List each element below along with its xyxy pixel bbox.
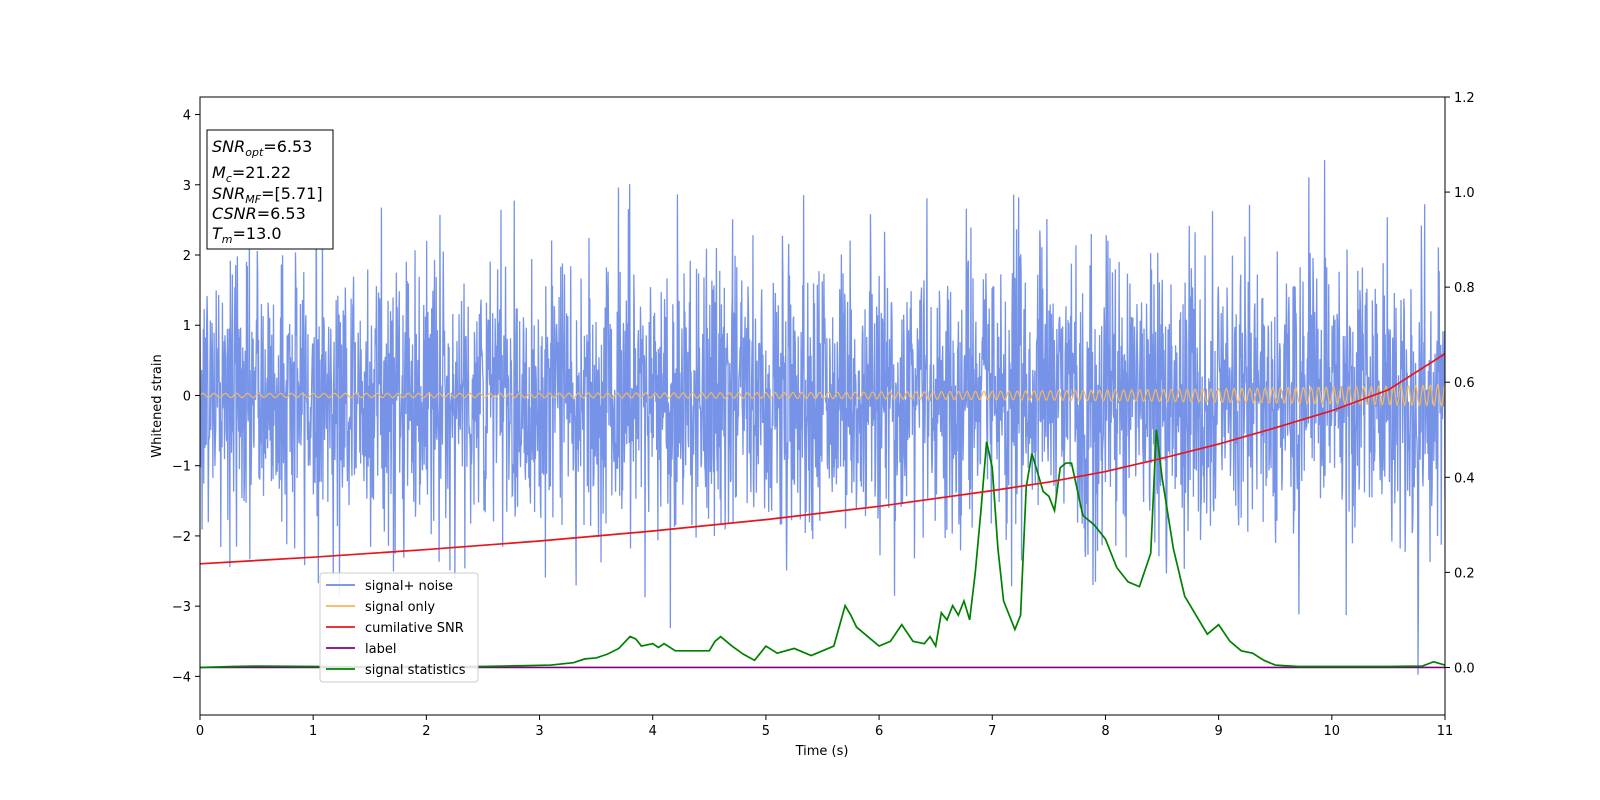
- x-axis-label: Time (s): [795, 744, 849, 759]
- annotation-snr-mf: SNRMF=[5.71]: [212, 184, 323, 206]
- x-tick-label: 2: [422, 724, 430, 739]
- series-signal-only: [200, 383, 1445, 408]
- legend-label-signal: signal only: [365, 600, 435, 615]
- annotation-csnr: CSNR=6.53: [212, 204, 306, 223]
- y-left-tick-label: 4: [183, 109, 191, 124]
- legend-label-noise: signal+ noise: [365, 579, 453, 594]
- x-tick-label: 11: [1437, 724, 1454, 739]
- series-signal-statistics: [200, 429, 1445, 669]
- x-tick-label: 3: [535, 724, 543, 739]
- y-left-tick-label: 3: [183, 179, 191, 194]
- y-left-tick-label: 0: [183, 389, 191, 404]
- x-tick-label: 10: [1324, 724, 1341, 739]
- x-tick-label: 9: [1214, 724, 1222, 739]
- y-left-tick-label: −3: [172, 600, 191, 615]
- x-tick-label: 8: [1101, 724, 1109, 739]
- axis-ticks: 0 1 2 3 4 5 6 7 8 9 10 11 −4 −3 −2 −1 0 1 2 3 4 0.0 0.2 0.4 0.6 0…: [172, 91, 1475, 739]
- annotation-tm: Tm=13.0: [212, 224, 282, 246]
- y-left-tick-label: 1: [183, 319, 191, 334]
- x-tick-label: 1: [309, 724, 317, 739]
- annotation-mc: Mc=21.22: [212, 163, 291, 185]
- x-tick-label: 6: [875, 724, 883, 739]
- y-left-tick-label: −4: [172, 670, 191, 685]
- y-left-tick-label: 2: [183, 249, 191, 264]
- legend-label-label: label: [365, 642, 396, 657]
- x-tick-label: 4: [649, 724, 657, 739]
- plot-frame: [199, 96, 1446, 716]
- x-tick-label: 5: [762, 724, 770, 739]
- series-signal-noise: [200, 160, 1445, 675]
- legend-label-csnr: cumilative SNR: [365, 621, 464, 636]
- y-right-tick-label: 1.0: [1454, 186, 1475, 201]
- y-right-tick-label: 0.8: [1454, 281, 1475, 296]
- y-right-tick-label: 0.6: [1454, 376, 1475, 391]
- stats-annotation-box: SNRopt=6.53 Mc=21.22 SNRMF=[5.71] CSNR=6…: [206, 129, 334, 250]
- y-right-tick-label: 1.2: [1454, 91, 1475, 106]
- y-right-tick-label: 0.2: [1454, 566, 1475, 581]
- legend: signal+ noise signal only cumilative SNR…: [319, 572, 479, 683]
- y-left-tick-label: −2: [172, 530, 191, 545]
- legend-label-stats: signal statistics: [365, 663, 466, 678]
- annotation-frame: [206, 129, 334, 250]
- x-tick-label: 7: [988, 724, 996, 739]
- y-left-tick-label: −1: [172, 460, 191, 475]
- series-cumulative-snr: [200, 352, 1445, 565]
- x-tick-label: 0: [196, 724, 204, 739]
- legend-frame: [319, 572, 479, 683]
- y-right-tick-label: 0.0: [1454, 661, 1475, 676]
- annotation-snr-opt: SNRopt=6.53: [212, 137, 312, 159]
- y-axis-label: Whitened strain: [150, 354, 165, 457]
- y-right-tick-label: 0.4: [1454, 471, 1475, 486]
